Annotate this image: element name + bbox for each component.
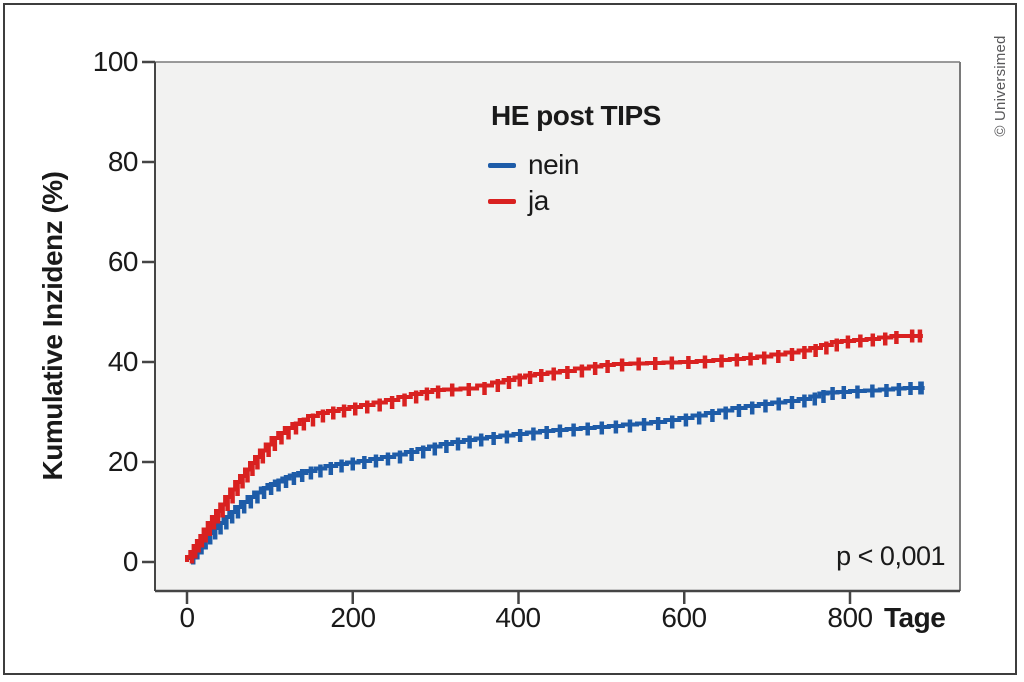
p-value-annotation: p < 0,001 [836,541,945,571]
x-tick-label-0: 0 [179,602,195,633]
x-tick-label-600: 600 [661,602,707,633]
axis-spines [154,61,961,593]
x-tick-label-400: 400 [495,602,541,633]
series-ja [185,329,923,564]
legend-title: HE post TIPS [491,100,661,131]
y-tick-label-60: 60 [107,246,139,277]
legend-swatch-ja [488,198,516,204]
legend-item-nein: nein [488,151,579,179]
x-tick-label-200: 200 [330,602,376,633]
copyright-notice: © Universimed [992,35,1009,137]
plot-area [155,62,960,591]
legend-item-ja: ja [488,187,549,215]
x-tick-label-800: 800 [827,602,873,633]
y-tick-label-20: 20 [107,446,139,477]
legend-swatch-nein [488,162,516,168]
y-axis-title: Kumulative Inzidenz (%) [37,171,68,481]
y-tick-label-100: 100 [92,46,139,77]
axis-tick-marks [142,60,852,604]
y-tick-label-80: 80 [107,146,139,177]
legend-label-nein: nein [528,149,579,180]
y-tick-label-0: 0 [122,546,139,577]
y-tick-label-40: 40 [107,346,139,377]
x-axis-title: Tage [884,602,946,633]
legend-label-ja: ja [528,185,549,216]
